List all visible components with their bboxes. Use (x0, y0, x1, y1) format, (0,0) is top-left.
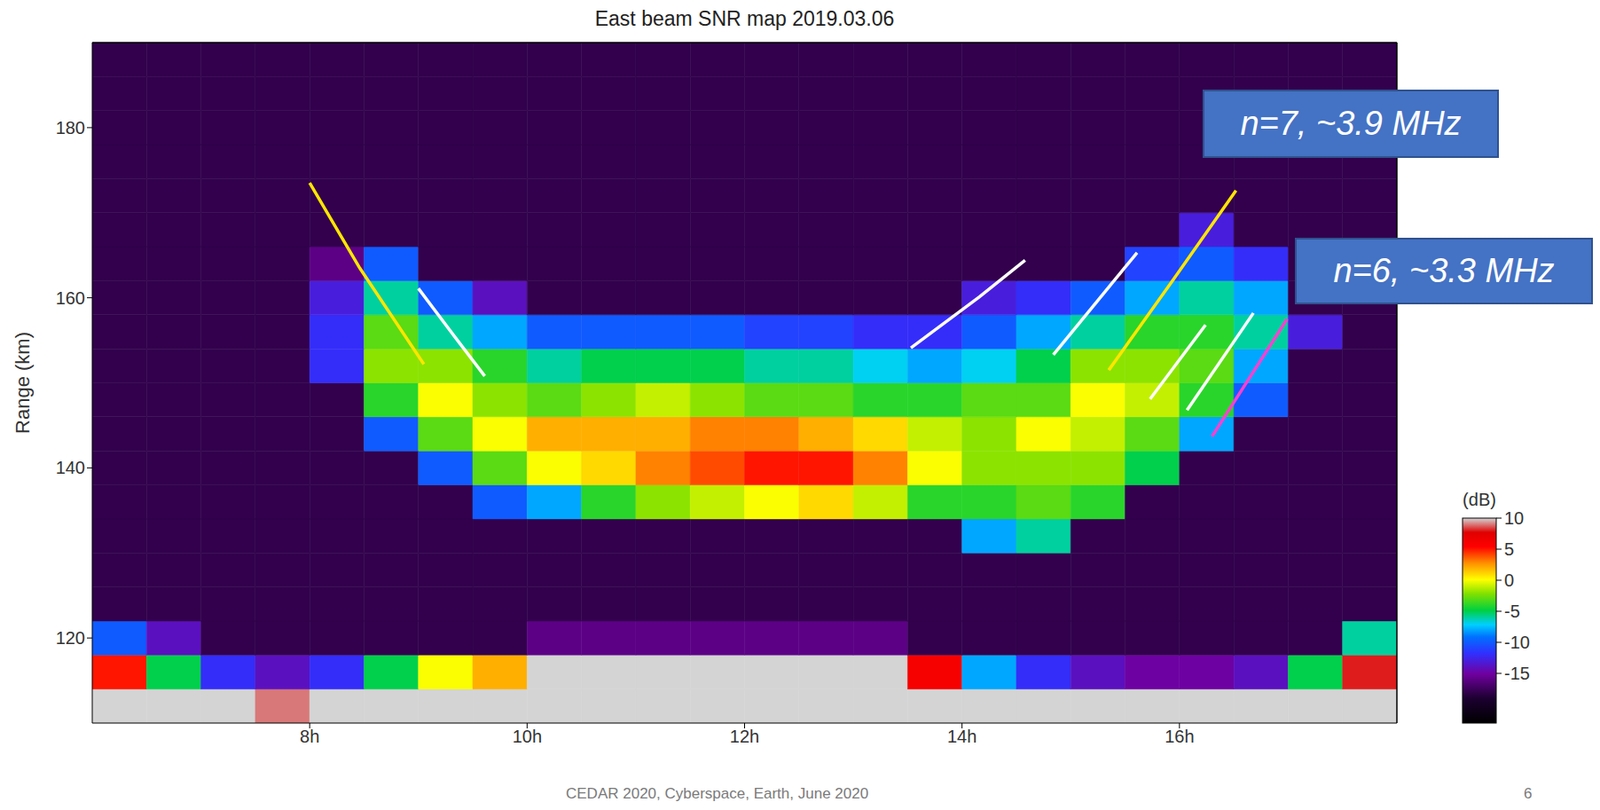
svg-text:120: 120 (55, 627, 86, 648)
svg-text:-5: -5 (1504, 601, 1521, 621)
svg-text:-10: -10 (1504, 632, 1530, 652)
svg-text:6: 6 (1523, 784, 1532, 802)
svg-text:0: 0 (1504, 570, 1514, 590)
html-text:East beam SNR map 2019.03.06: East beam SNR map 2019.03.06 (594, 7, 895, 31)
svg-text:160: 160 (55, 288, 86, 308)
svg-text:140: 140 (55, 457, 86, 478)
svg-text:16h: 16h (1164, 726, 1194, 746)
svg-text:12h: 12h (729, 726, 760, 746)
svg-text:10: 10 (1504, 508, 1524, 528)
html-text:n=6, ~3.3 MHz: n=6, ~3.3 MHz (1333, 251, 1555, 290)
svg-text:5: 5 (1504, 539, 1514, 559)
svg-text:Range (km): Range (km) (11, 331, 34, 434)
svg-text:-15: -15 (1504, 663, 1530, 683)
html-text:n=7, ~3.9 MHz: n=7, ~3.9 MHz (1240, 104, 1462, 142)
svg-text:CEDAR 2020, Cyberspace, Earth,: CEDAR 2020, Cyberspace, Earth, June 2020 (565, 784, 869, 802)
svg-text:10h: 10h (512, 726, 542, 746)
svg-text:180: 180 (55, 117, 86, 138)
svg-text:14h: 14h (947, 726, 977, 746)
svg-text:8h: 8h (299, 726, 320, 746)
svg-text:(dB): (dB) (1462, 489, 1497, 510)
